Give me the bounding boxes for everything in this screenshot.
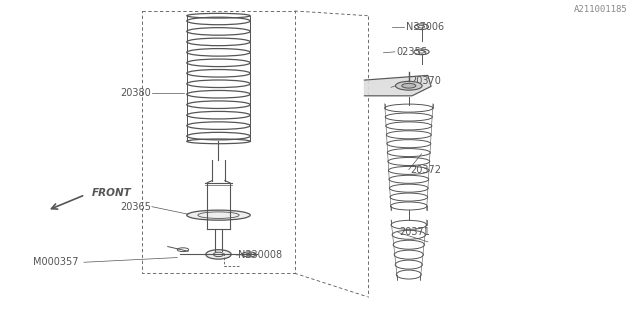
Text: 20370: 20370 <box>410 76 441 86</box>
Text: 20365: 20365 <box>120 202 151 212</box>
Text: 20371: 20371 <box>399 228 430 237</box>
Ellipse shape <box>187 210 250 220</box>
Text: FRONT: FRONT <box>92 188 131 198</box>
Ellipse shape <box>206 250 231 259</box>
Text: M000357: M000357 <box>33 257 79 267</box>
Ellipse shape <box>396 81 422 90</box>
Text: N37006: N37006 <box>406 22 444 32</box>
Ellipse shape <box>402 84 416 88</box>
Text: 20380: 20380 <box>120 88 151 98</box>
Polygon shape <box>364 76 431 96</box>
Text: 20372: 20372 <box>410 164 441 175</box>
Text: N330008: N330008 <box>237 250 282 260</box>
Text: 0235S: 0235S <box>396 47 427 57</box>
Text: A211001185: A211001185 <box>574 5 628 14</box>
